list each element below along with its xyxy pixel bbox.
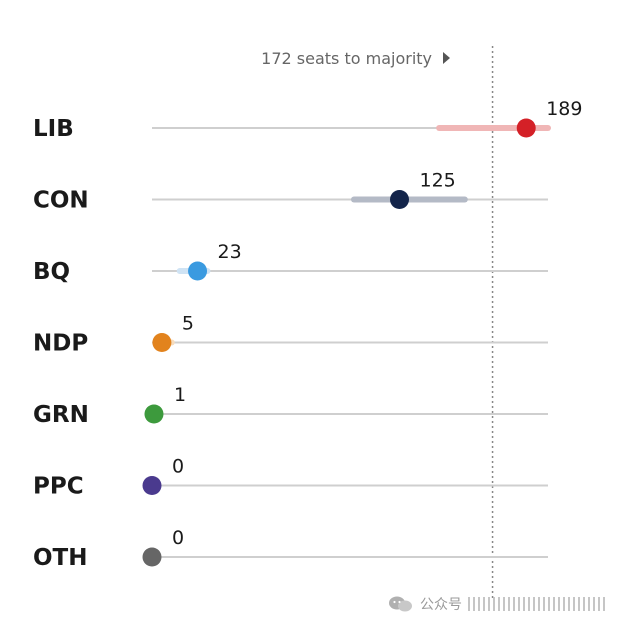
seat-dot-oth	[142, 547, 162, 567]
seat-value-grn: 1	[174, 384, 186, 406]
seat-value-oth: 0	[172, 527, 184, 549]
seat-dot-con	[390, 190, 409, 209]
party-label-oth: OTH	[33, 545, 88, 571]
party-label-lib: LIB	[33, 116, 74, 142]
seat-dot-grn	[144, 404, 164, 424]
watermark-bars	[468, 597, 606, 611]
seat-value-lib: 189	[546, 98, 582, 120]
seat-dot-ppc	[142, 476, 162, 495]
wechat-icon	[389, 596, 412, 612]
seat-dot-ndp	[152, 333, 172, 352]
seat-value-bq: 23	[218, 241, 242, 263]
seat-value-ndp: 5	[182, 313, 194, 335]
majority-arrow-icon	[443, 52, 450, 64]
majority-label: 172 seats to majority	[261, 49, 432, 68]
watermark-text: 公众号	[420, 597, 462, 613]
party-label-ndp: NDP	[33, 331, 88, 357]
watermark: 公众号	[388, 590, 606, 618]
seat-value-ppc: 0	[172, 456, 184, 478]
seat-dot-lib	[516, 118, 536, 138]
seat-dot-bq	[188, 261, 208, 281]
party-label-con: CON	[33, 188, 89, 214]
party-label-ppc: PPC	[33, 474, 84, 500]
party-label-grn: GRN	[33, 402, 89, 428]
seat-value-con: 125	[420, 170, 456, 192]
party-label-bq: BQ	[33, 259, 70, 285]
